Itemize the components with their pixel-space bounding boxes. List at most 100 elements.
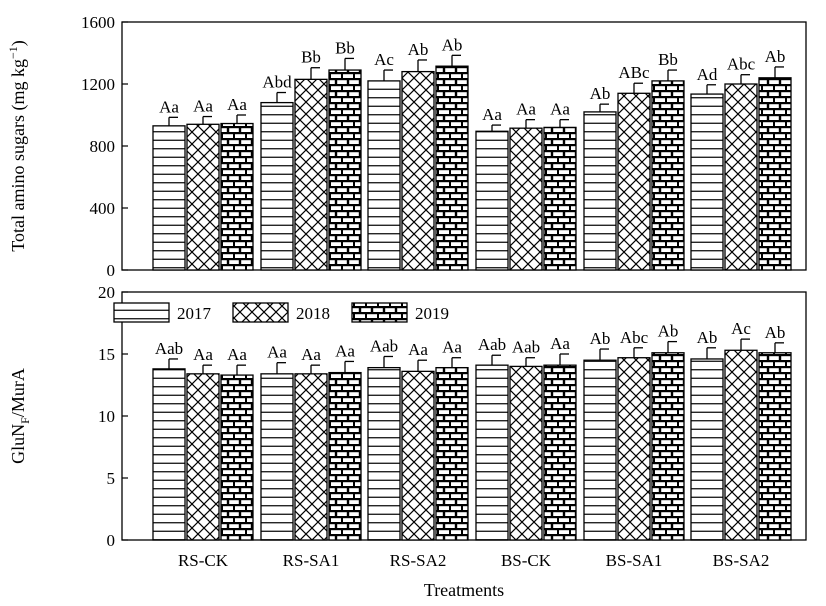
bar-2019-RS-CK xyxy=(220,374,254,541)
significance-label: Aa xyxy=(193,345,213,364)
legend-swatch-2017 xyxy=(113,302,170,323)
y-tick-label: 1200 xyxy=(81,75,115,94)
legend-label-2019: 2019 xyxy=(415,304,449,323)
significance-label: Ad xyxy=(697,65,718,84)
x-axis-label: Treatments xyxy=(424,580,504,600)
significance-label: Abc xyxy=(620,328,649,347)
bar-2017-BS-CK xyxy=(475,130,509,271)
legend-swatch-2019 xyxy=(351,302,408,323)
legend: 2017 2018 2019 xyxy=(113,302,449,323)
bar-2018-RS-SA2 xyxy=(401,70,435,271)
bar-2018-BS-SA2 xyxy=(724,349,758,541)
significance-label: Ac xyxy=(731,319,751,338)
bar-2018-RS-SA2 xyxy=(401,370,435,541)
significance-label: Bb xyxy=(301,48,321,67)
bar-2017-RS-SA1 xyxy=(260,101,294,271)
y-axis-label: GluNF/MurA xyxy=(8,368,32,464)
bar-2017-RS-CK xyxy=(152,368,186,541)
significance-label: Aa xyxy=(335,341,355,360)
significance-label: Aab xyxy=(478,335,506,354)
legend-swatch-2018 xyxy=(232,302,289,323)
bar-2019-BS-SA1 xyxy=(651,352,685,541)
significance-label: Aa xyxy=(442,338,462,357)
bar-2017-RS-SA1 xyxy=(260,373,294,541)
bar-2019-RS-CK xyxy=(220,122,254,271)
bar-2018-BS-SA1 xyxy=(617,357,651,541)
significance-label: Aa xyxy=(482,105,502,124)
significance-label: Ab xyxy=(658,322,679,341)
significance-label: Ab xyxy=(765,47,786,66)
significance-label: Aa xyxy=(193,97,213,116)
significance-label: Aa xyxy=(227,345,247,364)
significance-label: Aa xyxy=(408,340,428,359)
bar-2017-BS-SA1 xyxy=(583,111,617,271)
significance-label: Abc xyxy=(727,55,756,74)
significance-label: Aab xyxy=(155,339,183,358)
significance-label: Aa xyxy=(301,345,321,364)
y-tick-label: 5 xyxy=(107,469,116,488)
y-tick-label: 0 xyxy=(107,531,116,550)
panel-1: 0 400 800 1200 1600 Aa Abd Ac Aa Ab Ad Aa Bb Ab Aa ABc A… xyxy=(6,13,807,280)
bar-2018-BS-SA2 xyxy=(724,83,758,271)
bar-2019-RS-SA2 xyxy=(435,65,469,271)
significance-label: Ab xyxy=(590,329,611,348)
significance-label: Aa xyxy=(550,100,570,119)
y-tick-label: 800 xyxy=(90,137,116,156)
significance-label: Abd xyxy=(262,73,292,92)
significance-label: Bb xyxy=(335,38,355,57)
significance-label: Ab xyxy=(408,40,429,59)
bar-2019-RS-SA1 xyxy=(328,69,362,271)
y-tick-label: 20 xyxy=(98,283,115,302)
bar-2018-BS-CK xyxy=(509,365,543,541)
significance-label: Ab xyxy=(765,323,786,342)
bar-2019-BS-SA2 xyxy=(758,77,792,271)
significance-label: ABc xyxy=(618,63,650,82)
bar-2017-BS-SA2 xyxy=(690,358,724,541)
significance-label: Ab xyxy=(697,328,718,347)
y-tick-label: 10 xyxy=(98,407,115,426)
x-tick-label: BS-SA1 xyxy=(606,551,663,570)
bar-2019-BS-CK xyxy=(543,364,577,541)
significance-label: Aa xyxy=(550,334,570,353)
x-tick-label: RS-CK xyxy=(178,551,229,570)
significance-label: Ab xyxy=(442,35,463,54)
y-tick-label: 1600 xyxy=(81,13,115,32)
x-tick-label: BS-SA2 xyxy=(713,551,770,570)
significance-label: Aa xyxy=(516,100,536,119)
x-tick-label: BS-CK xyxy=(501,551,552,570)
bar-2017-RS-SA2 xyxy=(367,80,401,271)
bar-2018-RS-CK xyxy=(186,123,220,271)
significance-label: Aa xyxy=(159,97,179,116)
legend-label-2017: 2017 xyxy=(177,304,212,323)
y-tick-label: 400 xyxy=(90,199,116,218)
y-tick-label: 15 xyxy=(98,345,115,364)
bar-2019-BS-SA1 xyxy=(651,80,685,271)
bar-2019-BS-CK xyxy=(543,126,577,271)
significance-label: Ac xyxy=(374,50,394,69)
panel-2: 0 5 10 15 20 RS-CK RS-SA1 RS-SA2 BS-CK BS-SA1 BS-S… xyxy=(8,283,807,600)
bar-2018-RS-SA1 xyxy=(294,78,328,271)
bar-2017-BS-CK xyxy=(475,364,509,541)
significance-label: Aab xyxy=(370,336,398,355)
bar-2017-RS-SA2 xyxy=(367,366,401,541)
bar-2019-RS-SA1 xyxy=(328,371,362,541)
y-axis-label: Total amino sugars (mg kg−1) xyxy=(6,40,29,252)
y-tick-label: 0 xyxy=(107,261,116,280)
bar-2018-RS-SA1 xyxy=(294,373,328,541)
bar-2018-BS-CK xyxy=(509,127,543,271)
significance-label: Aa xyxy=(227,95,247,114)
x-tick-label: RS-SA1 xyxy=(283,551,340,570)
bar-2019-BS-SA2 xyxy=(758,352,792,541)
significance-label: Aa xyxy=(267,343,287,362)
bar-2017-RS-CK xyxy=(152,125,186,271)
x-tick-label: RS-SA2 xyxy=(390,551,447,570)
significance-label: Aab xyxy=(512,338,540,357)
bar-2018-BS-SA1 xyxy=(617,92,651,271)
bar-2017-BS-SA2 xyxy=(690,93,724,271)
significance-label: Bb xyxy=(658,50,678,69)
bar-2017-BS-SA1 xyxy=(583,359,617,541)
bar-2018-RS-CK xyxy=(186,373,220,541)
legend-label-2018: 2018 xyxy=(296,304,330,323)
